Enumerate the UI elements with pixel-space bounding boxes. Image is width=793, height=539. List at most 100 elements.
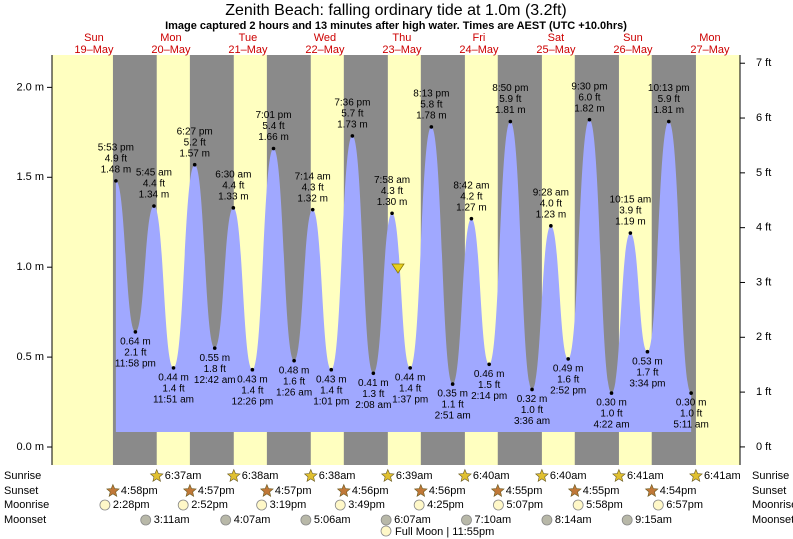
tide-time: 7:36 pm — [334, 98, 370, 109]
chart-subtitle: Image captured 2 hours and 13 minutes af… — [165, 20, 627, 32]
tide-ft: 1.8 ft — [204, 364, 226, 375]
moonrise-icon — [493, 499, 504, 511]
tide-time: 7:14 am — [295, 171, 331, 182]
tide-m: 0.46 m — [474, 369, 505, 380]
moonset-time: 7:10am — [474, 514, 511, 526]
tide-m: 0.41 m — [358, 378, 389, 389]
sunrise-time: 6:40am — [473, 470, 510, 482]
moonset-time: 5:06am — [314, 514, 351, 526]
moonrise-time: 3:19pm — [270, 499, 307, 511]
tide-ft: 5.9 ft — [499, 94, 521, 105]
tide-m: 0.44 m — [158, 373, 189, 384]
sunrise-time: 6:38am — [242, 470, 279, 482]
tide-m: 1.66 m — [258, 132, 289, 143]
tide-time: 5:45 am — [136, 168, 172, 179]
day-date: 21–May — [228, 44, 268, 56]
tide-area — [115, 119, 692, 433]
day-name: Wed — [314, 32, 336, 44]
tide-point — [549, 224, 553, 228]
tide-time: 10:13 pm — [648, 83, 690, 94]
tide-time: 11:51 am — [153, 395, 194, 406]
tide-m: 1.33 m — [218, 191, 249, 202]
tide-ft: 4.2 ft — [460, 191, 482, 202]
tide-point — [271, 146, 276, 151]
tide-ft: 1.0 ft — [600, 409, 622, 420]
row-label: Moonrise — [752, 499, 793, 511]
sunset-icon — [106, 483, 120, 497]
day-name: Tue — [239, 32, 258, 44]
tide-ft: 1.4 ft — [241, 385, 263, 396]
tide-time: 7:01 pm — [255, 110, 291, 121]
y2-tick-label: 0 ft — [756, 441, 771, 453]
tide-time: 5:53 pm — [98, 143, 134, 154]
tide-point — [390, 211, 394, 216]
day-date: 23–May — [382, 44, 422, 56]
tide-point — [192, 162, 197, 167]
day-date: 20–May — [151, 44, 191, 56]
tide-ft: 4.4 ft — [143, 179, 165, 190]
tide-m: 1.32 m — [297, 193, 328, 204]
moonrise-time: 4:25pm — [427, 499, 464, 511]
tide-point — [566, 357, 570, 361]
day-date: 24–May — [459, 44, 499, 56]
sunset-icon — [259, 483, 274, 497]
moonrise-icon — [177, 499, 189, 511]
tide-time: 8:13 pm — [413, 89, 449, 100]
tide-ft: 5.4 ft — [262, 121, 284, 132]
sunset-time: 4:57pm — [275, 485, 312, 497]
y-tick-label: 1.0 m — [16, 261, 44, 273]
tide-ft: 1.3 ft — [362, 389, 384, 400]
tide-m: 1.48 m — [101, 165, 132, 176]
tide-point — [329, 367, 334, 372]
moonset-icon — [380, 514, 392, 526]
tide-point — [133, 330, 138, 334]
sunset-time: 4:55pm — [506, 485, 543, 497]
tide-time: 1:37 pm — [392, 395, 428, 406]
row-label: Sunset — [752, 485, 786, 497]
sunrise-icon — [689, 468, 703, 482]
moonset-icon — [220, 514, 232, 526]
tide-ft: 1.4 ft — [399, 384, 421, 395]
moonset-time: 6:07am — [394, 514, 431, 526]
y2-tick-label: 6 ft — [756, 112, 771, 124]
tide-time: 11:58 pm — [115, 359, 156, 370]
day-date: 27–May — [690, 44, 730, 56]
tide-time: 1:01 pm — [313, 396, 349, 407]
tide-time: 2:14 pm — [471, 391, 507, 402]
day-name: Fri — [473, 32, 486, 44]
row-label: Moonset — [4, 514, 46, 526]
moonrise-time: 6:57pm — [666, 499, 703, 511]
tide-point — [429, 125, 434, 129]
row-label: Sunrise — [4, 470, 41, 482]
tide-point — [212, 346, 217, 350]
tide-time: 9:30 pm — [571, 81, 607, 92]
day-date: 19–May — [74, 44, 114, 56]
tide-time: 2:08 am — [355, 400, 391, 411]
tide-time: 1:26 am — [276, 387, 312, 398]
tide-m: 0.32 m — [517, 394, 548, 405]
tide-time: 2:52 pm — [550, 386, 586, 397]
row-label: Sunset — [4, 485, 38, 497]
y-tick-label: 0.5 m — [16, 351, 44, 363]
tide-m: 0.44 m — [395, 373, 426, 384]
tide-point — [371, 371, 376, 376]
y2-tick-label: 3 ft — [756, 276, 771, 288]
tide-point — [689, 391, 693, 395]
tide-ft: 4.3 ft — [381, 186, 403, 197]
moonset-time: 3:11am — [154, 514, 190, 526]
tide-point — [645, 349, 650, 354]
tide-m: 0.53 m — [632, 356, 663, 367]
tide-ft: 2.1 ft — [124, 348, 146, 359]
tide-ft: 5.7 ft — [341, 109, 363, 120]
tide-m: 1.81 m — [495, 105, 526, 116]
moonrise-time: 5:58pm — [586, 499, 623, 511]
moonset-icon — [541, 514, 553, 526]
tide-ft: 5.9 ft — [658, 94, 680, 105]
tide-time: 8:42 am — [453, 180, 489, 191]
moonrise-icon — [256, 499, 268, 511]
y-tick-label: 0.0 m — [16, 441, 44, 453]
y-tick-label: 1.5 m — [16, 171, 44, 183]
tide-point — [408, 366, 412, 370]
tide-point — [508, 119, 513, 124]
sunset-time: 4:56pm — [352, 485, 389, 497]
